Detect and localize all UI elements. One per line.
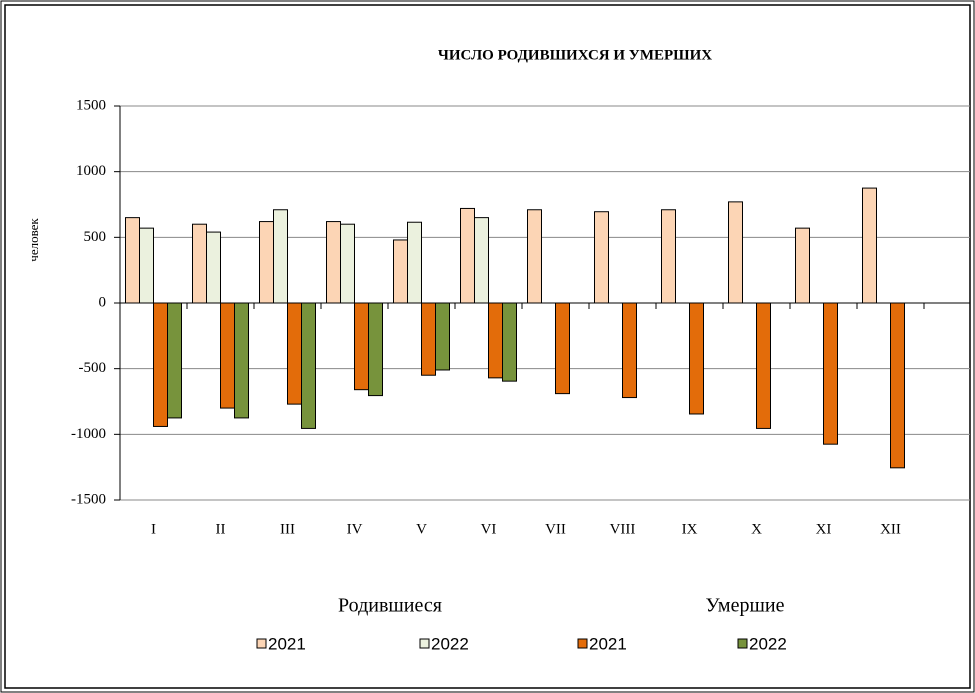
bar: [622, 302, 637, 399]
legend-label: 2021: [589, 634, 627, 653]
bar: [661, 209, 676, 304]
bar: [594, 211, 609, 304]
legend-swatch: [256, 638, 267, 649]
bar: [167, 302, 182, 419]
chart-title: ЧИСЛО РОДИВШИХСЯ И УМЕРШИХ: [438, 47, 712, 63]
bar: [407, 221, 422, 304]
bar: [728, 201, 743, 304]
bar: [340, 223, 355, 304]
bar: [393, 239, 408, 304]
bar: [273, 209, 288, 304]
x-tick-label: VI: [481, 521, 497, 537]
x-tick-label: I: [151, 521, 156, 537]
y-axis-label: человек: [26, 218, 41, 262]
x-tick-label: III: [280, 521, 295, 537]
x-tick-label: X: [751, 521, 762, 537]
legend-swatch: [737, 638, 748, 649]
bar: [139, 227, 154, 304]
bar: [756, 302, 771, 429]
legend-label: 2021: [268, 634, 306, 653]
x-tick-label: V: [416, 521, 427, 537]
bar: [795, 227, 810, 304]
bar: [488, 302, 503, 379]
y-tick-label: 0: [99, 294, 107, 310]
x-tick-label: IX: [682, 521, 698, 537]
bar: [689, 302, 704, 415]
bar: [502, 302, 517, 382]
x-tick-label: IV: [347, 521, 363, 537]
bar: [326, 221, 341, 304]
y-tick-label: -1000: [71, 426, 106, 442]
inner-border: [4, 4, 971, 689]
bar: [435, 302, 450, 371]
legend-label: 2022: [431, 634, 469, 653]
bar: [527, 209, 542, 304]
y-tick-label: 1500: [76, 97, 106, 113]
bar: [206, 231, 221, 304]
x-tick-label: II: [216, 521, 226, 537]
x-tick-label: XI: [816, 521, 832, 537]
bar: [862, 187, 877, 304]
legend-swatch: [577, 638, 588, 649]
x-tick-label: VIII: [610, 521, 636, 537]
x-tick-label: XII: [880, 521, 901, 537]
bar: [354, 302, 369, 391]
bar: [368, 302, 383, 397]
y-tick-label: 500: [84, 229, 107, 245]
y-tick-label: -1500: [71, 491, 106, 507]
bar: [259, 221, 274, 304]
bar: [460, 207, 475, 304]
bar: [220, 302, 235, 409]
legend-swatch: [419, 638, 430, 649]
bar: [823, 302, 838, 445]
bar: [153, 302, 168, 427]
bar: [555, 302, 570, 395]
legend-group: Умершие: [706, 595, 785, 617]
bar: [125, 217, 140, 304]
bar: [234, 302, 249, 419]
y-tick-label: -500: [79, 360, 107, 376]
bar: [421, 302, 436, 376]
bar: [474, 217, 489, 304]
legend-group: Родившиеся: [338, 595, 442, 617]
bar: [287, 302, 302, 405]
legend-label: 2022: [749, 634, 787, 653]
bar: [301, 302, 316, 429]
bar: [192, 223, 207, 304]
y-tick-label: 1000: [76, 163, 106, 179]
x-tick-label: VII: [545, 521, 566, 537]
bar: [890, 302, 905, 469]
